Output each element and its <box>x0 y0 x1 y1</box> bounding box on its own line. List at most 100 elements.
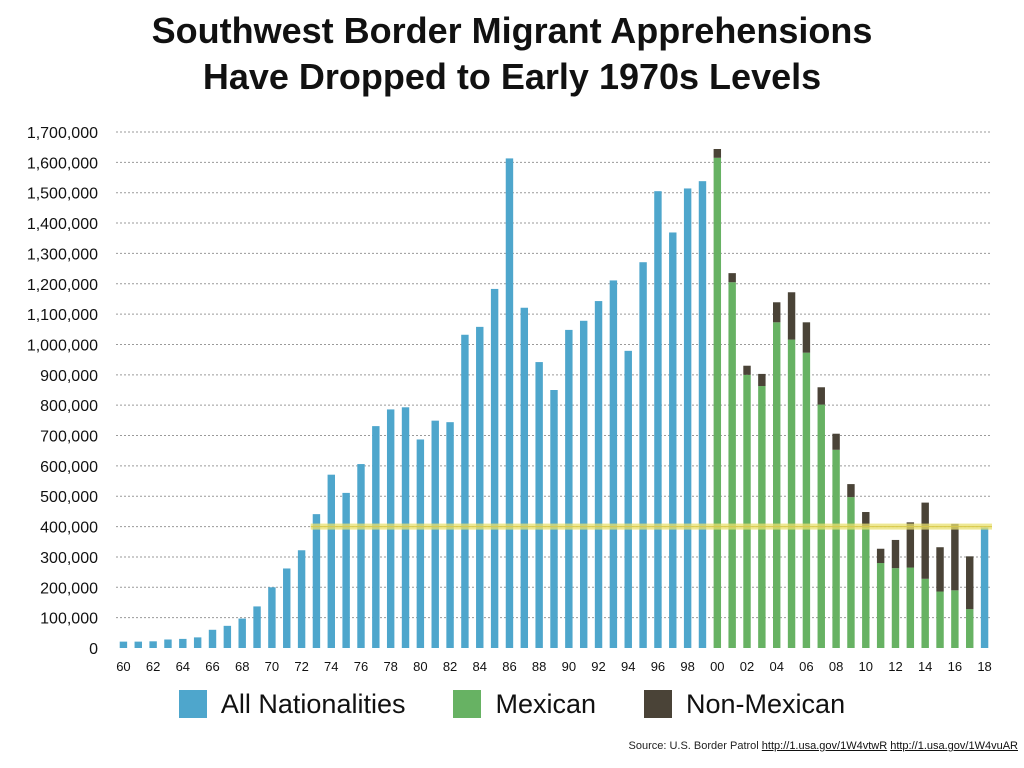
x-tick-label: 74 <box>324 659 338 674</box>
bar-non-mexican <box>728 273 736 283</box>
bar-mexican <box>966 609 974 648</box>
bar-mexican <box>758 386 766 648</box>
legend: All Nationalities Mexican Non-Mexican <box>0 684 1024 724</box>
bar-non-mexican <box>832 433 840 450</box>
legend-swatch-mexican <box>453 690 482 718</box>
bar-mexican <box>891 568 900 648</box>
x-tick-label: 16 <box>948 659 962 674</box>
bar-mexican <box>862 527 870 648</box>
bar-non-mexican <box>966 556 974 610</box>
chart-title-line-1: Southwest Border Migrant Apprehensions <box>151 10 873 51</box>
y-tick-label: 1,400,000 <box>27 216 98 233</box>
bar-all-nationalities <box>476 326 484 648</box>
bar-all-nationalities <box>253 606 261 648</box>
x-tick-label: 98 <box>680 659 694 674</box>
chart-title-line-2: Have Dropped to Early 1970s Levels <box>202 56 822 97</box>
legend-label-non-mexican: Non-Mexican <box>686 688 846 719</box>
bar-all-nationalities <box>505 158 514 649</box>
x-tick-label: 02 <box>740 659 754 674</box>
bar-non-mexican <box>802 322 811 353</box>
y-tick-label: 1,300,000 <box>27 246 98 263</box>
bar-all-nationalities <box>579 320 588 648</box>
bar-chart: 0 100,000 200,000 300,000 400,000 500,000 600,… <box>27 125 992 674</box>
bar-non-mexican <box>921 502 929 579</box>
y-tick-label: 1,600,000 <box>27 155 98 172</box>
bar-all-nationalities <box>565 329 573 648</box>
bar-all-nationalities <box>535 362 543 648</box>
x-tick-label: 14 <box>918 659 932 674</box>
bar-non-mexican <box>713 148 722 158</box>
x-tick-label: 80 <box>413 659 427 674</box>
bar-all-nationalities <box>550 390 558 648</box>
bars <box>119 148 989 649</box>
y-tick-label: 1,100,000 <box>27 307 98 324</box>
bar-non-mexican <box>817 387 825 405</box>
bar-all-nationalities <box>490 288 499 648</box>
bar-all-nationalities <box>372 426 380 648</box>
legend-item-all-nationalities: All Nationalities <box>178 688 406 720</box>
source-prefix: Source: U.S. Border Patrol <box>628 740 759 752</box>
x-tick-label: 78 <box>383 659 397 674</box>
y-tick-label: 1,500,000 <box>27 186 98 203</box>
legend-swatch-non-mexican <box>644 690 673 718</box>
bar-mexican <box>936 591 944 648</box>
bar-mexican <box>713 157 722 649</box>
bar-all-nationalities <box>669 232 677 648</box>
legend-label-all-nationalities: All Nationalities <box>220 688 406 719</box>
bar-mexican <box>743 374 751 648</box>
x-tick-label: 60 <box>116 659 130 674</box>
y-tick-label: 800,000 <box>40 398 98 415</box>
legend-swatch-all-nationalities <box>178 690 207 718</box>
bar-all-nationalities <box>520 307 529 648</box>
bar-non-mexican <box>936 547 944 592</box>
x-tick-label: 96 <box>651 659 665 674</box>
y-tick-label: 0 <box>89 641 98 658</box>
y-tick-label: 500,000 <box>40 489 98 506</box>
y-tick-label: 100,000 <box>40 611 98 628</box>
x-tick-label: 92 <box>591 659 605 674</box>
y-tick-label: 700,000 <box>40 429 98 446</box>
y-tick-label: 200,000 <box>40 580 98 597</box>
bar-all-nationalities <box>164 639 172 648</box>
x-tick-label: 64 <box>176 659 190 674</box>
bar-mexican <box>802 352 811 648</box>
bar-all-nationalities <box>268 587 276 648</box>
bar-non-mexican <box>891 539 900 569</box>
bar-non-mexican <box>876 548 885 564</box>
bar-non-mexican <box>773 302 781 323</box>
x-tick-label: 88 <box>532 659 546 674</box>
legend-item-mexican: Mexican <box>453 689 596 720</box>
source-link-1[interactable]: http://1.usa.gov/1W4vtwR <box>761 740 888 752</box>
bar-all-nationalities <box>238 618 246 648</box>
x-tick-label: 04 <box>769 659 783 674</box>
x-tick-label: 66 <box>205 659 219 674</box>
bar-all-nationalities <box>283 568 291 648</box>
x-tick-label: 12 <box>888 659 902 674</box>
bar-all-nationalities <box>416 439 425 648</box>
x-tick-label: 82 <box>443 659 457 674</box>
bar-all-nationalities <box>609 280 618 648</box>
bar-mexican <box>847 497 855 648</box>
x-tick-label: 06 <box>799 659 813 674</box>
bar-non-mexican <box>951 523 959 591</box>
x-tick-label: 90 <box>562 659 576 674</box>
x-tick-label: 72 <box>294 659 308 674</box>
y-tick-label: 300,000 <box>40 550 98 567</box>
y-tick-label: 1,200,000 <box>27 277 98 294</box>
bar-non-mexican <box>847 484 855 498</box>
y-tick-label: 1,700,000 <box>27 125 98 142</box>
y-tick-label: 1,000,000 <box>27 337 98 354</box>
bar-all-nationalities <box>312 514 321 648</box>
x-tick-label: 62 <box>146 659 160 674</box>
x-tick-label: 94 <box>621 659 635 674</box>
chart-title: Southwest Border Migrant Apprehensions H… <box>0 8 1024 100</box>
bar-non-mexican <box>758 373 766 387</box>
x-tick-label: 08 <box>829 659 843 674</box>
x-tick-label: 00 <box>710 659 724 674</box>
source-link-2[interactable]: http://1.usa.gov/1W4vuAR <box>890 740 1018 752</box>
bar-all-nationalities <box>149 641 157 648</box>
bar-all-nationalities <box>654 191 662 648</box>
y-tick-label: 900,000 <box>40 368 98 385</box>
bar-all-nationalities <box>698 181 707 649</box>
bar-all-nationalities <box>594 301 603 648</box>
